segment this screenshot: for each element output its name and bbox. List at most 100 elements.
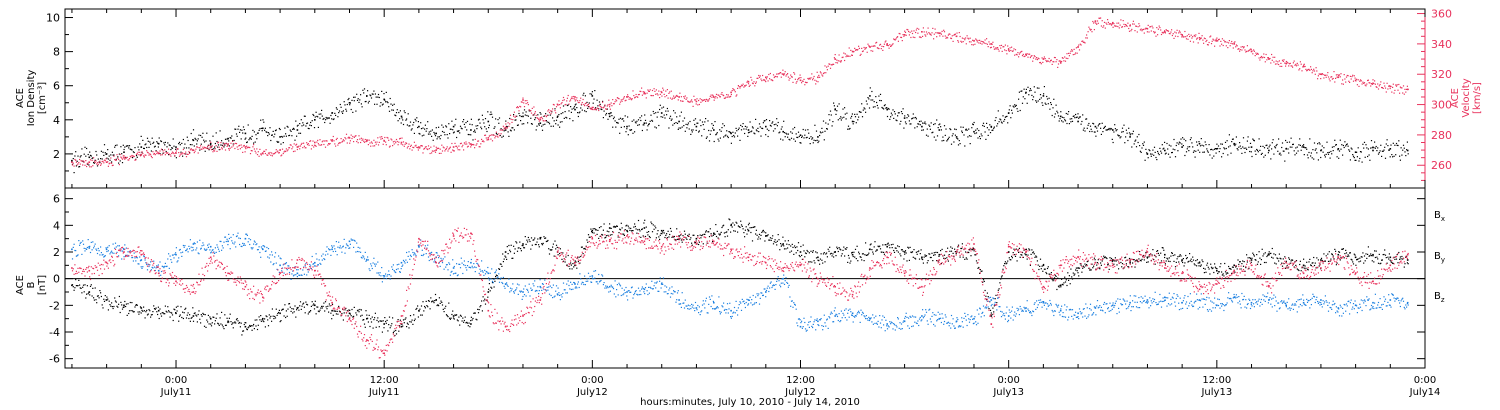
b-series-bx-dot [1028, 248, 1030, 250]
b-series-bx-dot [229, 313, 231, 315]
b-series-bx-dot [868, 248, 871, 250]
density-series-dot [1076, 116, 1078, 118]
b-series-bx-dot [500, 263, 502, 265]
velocity-series-dot [924, 34, 926, 36]
density-series-point [1112, 129, 1114, 131]
b-series-bx-dot [822, 253, 825, 255]
velocity-series-dot [1347, 75, 1349, 77]
density-series-dot [1037, 100, 1039, 102]
density-series-dot [986, 122, 988, 124]
velocity-series-dot [1043, 58, 1045, 60]
velocity-series-dot [852, 51, 854, 53]
velocity-series-dot [118, 158, 120, 161]
b-series-bx-dot [79, 284, 81, 286]
velocity-series-dot [546, 114, 548, 117]
velocity-series-dot [421, 145, 423, 147]
density-series-dot [644, 119, 647, 121]
b-series-bx-dot [1029, 249, 1031, 251]
density-series-dot [760, 135, 762, 137]
b-series-bx-dot [901, 249, 903, 251]
velocity-series-dot [1395, 84, 1397, 86]
velocity-series-dot [595, 109, 597, 111]
density-series-dot [903, 127, 905, 129]
velocity-series-dot [146, 151, 149, 153]
b-series-bx-dot [829, 253, 832, 255]
velocity-series-dot [264, 150, 266, 152]
density-series-dot [985, 138, 987, 140]
density-series-dot [616, 121, 618, 124]
density-series-point [1268, 149, 1270, 152]
b-series-bx-dot [469, 326, 471, 328]
density-series-dot [717, 138, 719, 140]
velocity-series-dot [309, 140, 311, 142]
density-series-dot [1212, 149, 1214, 151]
density-series-dot [713, 140, 715, 143]
b-series-bx-dot [782, 236, 784, 238]
b-series-bx-dot [155, 307, 157, 309]
velocity-series-dot [1064, 56, 1066, 58]
velocity-series-dot [808, 78, 810, 80]
density-series-dot [1115, 130, 1117, 132]
velocity-series-dot [819, 71, 821, 73]
velocity-series-dot [487, 139, 489, 141]
b-series-bx-point [903, 251, 906, 253]
density-series-dot [504, 127, 506, 129]
velocity-series-dot [781, 73, 783, 75]
density-series-dot [705, 118, 707, 120]
velocity-series-point [886, 43, 888, 45]
density-series-dot [293, 128, 295, 130]
b-series-bx-dot [527, 241, 529, 243]
velocity-series-dot [320, 144, 322, 146]
velocity-series-dot [594, 108, 597, 110]
velocity-series-dot [82, 164, 84, 166]
density-series-dot [676, 116, 678, 118]
velocity-series-dot [920, 36, 922, 39]
density-series-dot [863, 107, 865, 109]
density-series-dot [768, 129, 770, 132]
b-series-bx-dot [715, 224, 717, 226]
velocity-series-point [817, 76, 819, 79]
velocity-series-dot [1044, 58, 1046, 60]
b-series-bx-dot [423, 310, 425, 312]
density-series-dot [575, 103, 577, 105]
b-series-bx-dot [1033, 253, 1035, 255]
density-series-dot [425, 130, 427, 132]
velocity-series-dot [126, 156, 128, 158]
b-series-bx-dot [720, 231, 722, 233]
b-series-bx-dot [854, 256, 856, 258]
b-series-bx-dot [936, 251, 939, 254]
velocity-series-dot [520, 106, 522, 108]
velocity-series-dot [822, 72, 825, 75]
b-series-bx-point [990, 315, 993, 317]
velocity-series-dot [783, 73, 786, 75]
b-series-bx-dot [694, 242, 697, 244]
velocity-series-dot [982, 41, 985, 43]
b-series-bx-dot [997, 289, 999, 291]
velocity-series-point [730, 91, 732, 94]
b-series-bx-dot [325, 306, 327, 308]
density-series-dot [1122, 131, 1124, 133]
density-series-dot [923, 122, 925, 124]
density-series-dot [968, 128, 970, 130]
density-series-dot [1146, 152, 1148, 154]
velocity-series-dot [1053, 61, 1055, 63]
density-series-dot [445, 125, 447, 127]
density-series-dot [153, 146, 156, 148]
b-series-bx-dot [335, 313, 337, 315]
velocity-series-dot [1260, 55, 1262, 58]
velocity-series-dot [509, 114, 512, 116]
density-series-dot [1258, 138, 1260, 140]
b-series-bx-dot [591, 231, 593, 233]
density-series-dot [242, 126, 245, 128]
b-series-bx-dot [373, 319, 375, 321]
density-series-dot [1301, 146, 1303, 148]
b-series-bx-dot [586, 239, 588, 241]
velocity-series-dot [1196, 38, 1198, 40]
b-series-bx-point [487, 291, 490, 293]
b-series-bx-dot [221, 324, 223, 326]
velocity-series-dot [228, 149, 230, 151]
velocity-series-dot [361, 139, 363, 141]
density-series-dot [967, 136, 969, 138]
b-series-bx-dot [495, 276, 497, 278]
